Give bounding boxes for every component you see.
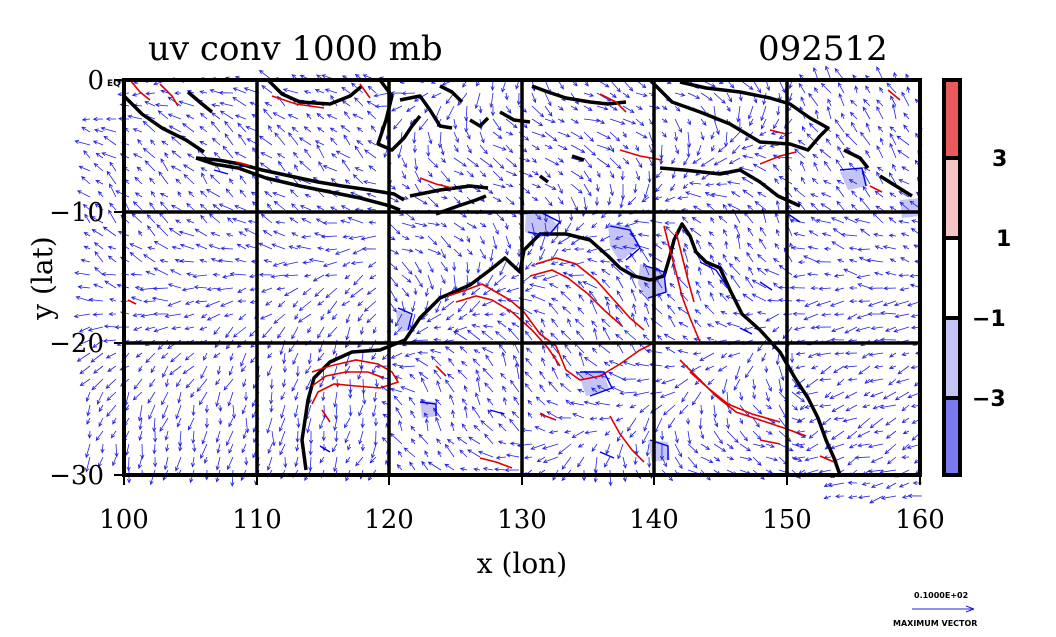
chart-timestamp: 092512 [758,29,888,69]
x-tick-label: 150 [762,505,812,535]
colorbar-segment [944,318,960,398]
vector-legend-value: 0.1000E+02 [914,591,968,600]
x-tick-label: 160 [895,505,945,535]
positive-contours [127,79,901,469]
coastline-sumatra [122,94,205,154]
x-tick-label: 110 [232,505,282,535]
negative-contours [213,167,867,460]
colorbar-tick-label: −3 [972,387,1006,412]
x-tick-label: 130 [497,505,547,535]
colorbar-segment [944,398,960,475]
grid-lines [124,80,920,475]
x-tick-label: 100 [99,505,149,535]
y-axis-label: y (lat) [26,236,59,320]
x-axis-label: x (lon) [477,547,567,580]
vector-legend-caption: MAXIMUM VECTOR [893,619,977,628]
x-tick-label: 120 [364,505,414,535]
coastlines [122,78,913,476]
colorbar: 3 1 −1 −3 [942,78,1011,477]
y-tick-label: −10 [49,198,104,228]
colorbar-tick-label: −1 [972,307,1006,332]
colorbar-segment [944,238,960,318]
coastline-australia [300,222,842,476]
colorbar-segment [944,158,960,238]
chart-title: uv conv 1000 mb [148,29,443,69]
y-tick-label: −20 [49,329,104,359]
y-tick-label: 0 [87,66,104,96]
x-tick-label: 140 [629,505,679,535]
y-tick-label: −30 [49,461,104,491]
colorbar-segment [944,80,960,158]
coastline-borneo [266,78,364,106]
plot-area [73,65,923,504]
tick-marks [114,79,921,485]
equator-label: EQ [107,79,121,89]
colorbar-tick-label: 3 [992,147,1007,172]
vector-legend: 0.1000E+02 MAXIMUM VECTOR [893,591,977,628]
colorbar-tick-label: 1 [996,227,1011,252]
coastline-new-guinea [648,78,830,152]
coastline-sulawesi [376,78,422,152]
coastline-java [195,156,405,202]
